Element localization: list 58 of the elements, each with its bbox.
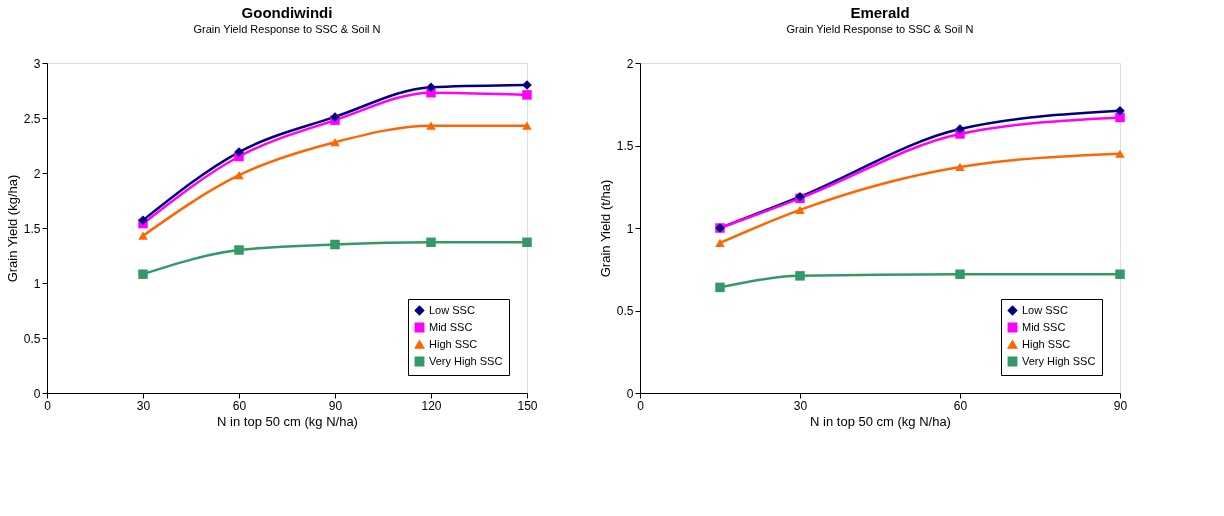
y-tick-label: 1.5 xyxy=(616,139,634,153)
point xyxy=(522,121,532,130)
y-tick-label: 0.5 xyxy=(23,331,41,346)
x-tick-label: 0 xyxy=(44,398,52,413)
x-tick-label: 60 xyxy=(953,398,968,413)
y-tick-label: 2 xyxy=(626,56,634,71)
point xyxy=(795,205,805,214)
chart-title: Goondiwindi xyxy=(241,4,333,21)
point xyxy=(234,245,244,255)
y-tick-label: 3 xyxy=(33,56,41,71)
y-axis-title: Grain Yield (t/ha) xyxy=(597,179,613,278)
chart-subtitle: Grain Yield Response to SSC & Soil N xyxy=(786,23,974,35)
legend-label: Very High SSC xyxy=(1022,354,1096,367)
x-axis-title: N in top 50 cm (kg N/ha) xyxy=(810,413,951,429)
y-tick-label: 2.5 xyxy=(23,111,41,126)
chart-title: Emerald xyxy=(850,4,910,21)
point xyxy=(715,238,725,247)
point xyxy=(1115,269,1125,279)
legend-label: Very High SSC xyxy=(429,354,503,367)
point xyxy=(1115,149,1125,158)
chart-subtitle: Grain Yield Response to SSC & Soil N xyxy=(193,23,381,35)
point xyxy=(1115,112,1125,123)
x-axis-title: N in top 50 cm (kg N/ha) xyxy=(217,413,358,429)
x-tick-label: 150 xyxy=(517,398,538,413)
point xyxy=(330,138,340,147)
point xyxy=(426,237,436,248)
y-tick-label: 1 xyxy=(33,276,41,291)
y-axis-title: Grain Yield (kg/ha) xyxy=(4,174,20,283)
y-tick-label: 0.5 xyxy=(616,304,634,318)
legend-label: High SSC xyxy=(429,337,478,350)
legend-label: Mid SSC xyxy=(1022,320,1066,333)
legend-label: High SSC xyxy=(1022,337,1071,350)
x-tick-label: 90 xyxy=(328,398,343,413)
y-tick-label: 0 xyxy=(626,386,634,401)
x-tick-label: 0 xyxy=(637,398,645,413)
legend-label: Low SSC xyxy=(429,303,475,316)
point xyxy=(955,269,965,279)
y-tick-label: 0 xyxy=(33,386,41,401)
point xyxy=(426,121,436,130)
point xyxy=(715,282,725,293)
point xyxy=(522,90,532,100)
point xyxy=(330,239,340,250)
point xyxy=(955,162,965,172)
point xyxy=(522,237,532,248)
y-tick-label: 1.5 xyxy=(23,221,41,236)
point xyxy=(795,271,805,281)
x-tick-label: 30 xyxy=(136,398,151,413)
x-tick-label: 90 xyxy=(1113,398,1128,413)
point xyxy=(234,171,244,180)
x-tick-label: 120 xyxy=(421,398,442,413)
y-tick-label: 1 xyxy=(626,221,634,236)
point xyxy=(138,231,148,240)
x-tick-label: 60 xyxy=(232,398,247,413)
legend-label: Low SSC xyxy=(1022,303,1068,316)
x-tick-label: 30 xyxy=(793,398,808,413)
y-tick-label: 2 xyxy=(33,166,41,181)
legend-label: Mid SSC xyxy=(429,320,473,333)
point xyxy=(138,269,148,279)
